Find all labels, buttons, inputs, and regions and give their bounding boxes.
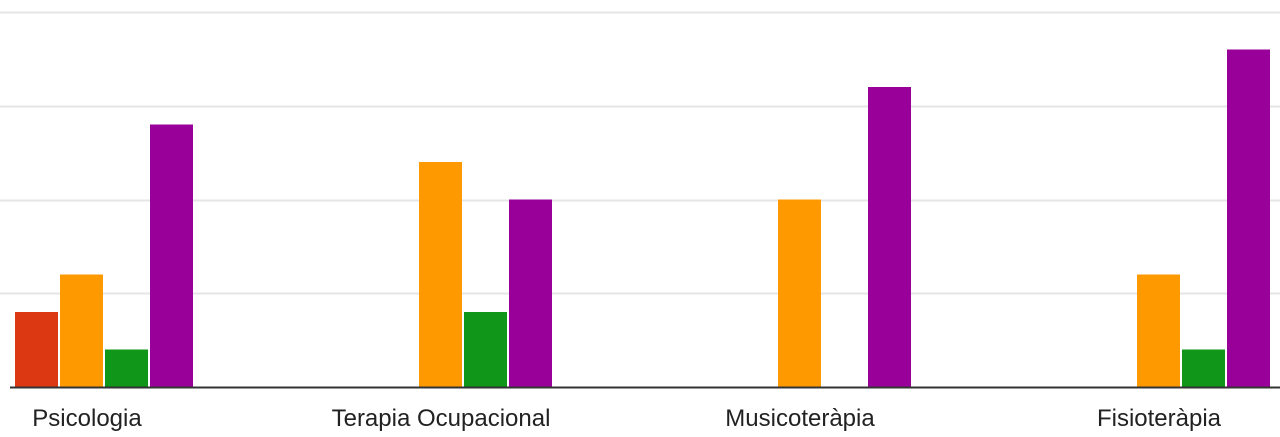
bar-2-terapia-ocupacional [419,162,462,387]
bar-3-fisioteràpia [1182,349,1225,387]
bar-2-musicoteràpia [778,199,821,387]
category-label: Musicoteràpia [725,405,875,432]
bar-1-psicologia [15,312,58,387]
bar-4-fisioteràpia [1227,49,1270,387]
gridlines [0,11,1280,295]
bar-3-psicologia [105,349,148,387]
bar-4-terapia-ocupacional [509,199,552,387]
bar-2-fisioteràpia [1137,274,1180,387]
bar-4-psicologia [150,124,193,387]
bar-3-terapia-ocupacional [464,312,507,387]
bars [15,49,1270,387]
category-label: Terapia Ocupacional [332,405,551,432]
bar-2-psicologia [60,274,103,387]
bar-4-musicoteràpia [868,87,911,387]
category-label: Psicologia [32,405,142,432]
category-labels: Psicologia Terapia Ocupacional Musicoteràp… [32,405,1221,432]
category-label: Fisioteràpia [1097,405,1222,432]
